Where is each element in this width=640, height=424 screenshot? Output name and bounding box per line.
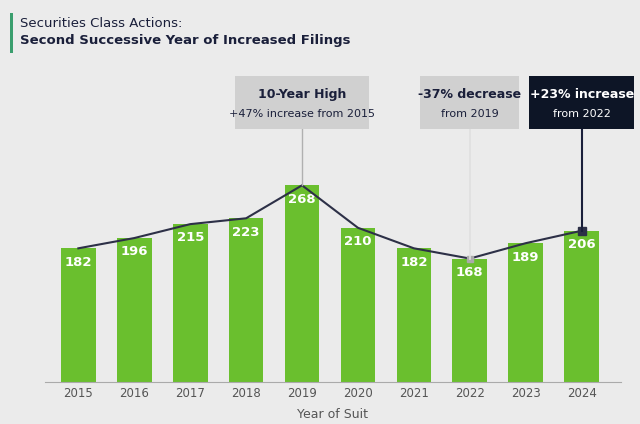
Text: 210: 210 — [344, 235, 372, 248]
Text: from 2019: from 2019 — [441, 109, 499, 120]
Text: Securities Class Actions:: Securities Class Actions: — [20, 17, 183, 30]
Bar — [117, 238, 152, 382]
Bar — [173, 224, 207, 382]
Text: 10-Year High: 10-Year High — [258, 88, 346, 101]
Bar — [452, 259, 487, 382]
Text: +23% increase: +23% increase — [529, 88, 634, 101]
Text: 182: 182 — [65, 256, 92, 269]
Text: 196: 196 — [120, 245, 148, 258]
Text: 206: 206 — [568, 238, 595, 251]
Bar — [508, 243, 543, 382]
Text: from 2022: from 2022 — [553, 109, 611, 120]
Bar — [285, 185, 319, 382]
Text: 168: 168 — [456, 266, 484, 279]
Text: 223: 223 — [232, 226, 260, 239]
Bar — [564, 231, 599, 382]
Text: +47% increase from 2015: +47% increase from 2015 — [229, 109, 375, 120]
Text: 268: 268 — [288, 192, 316, 206]
Bar — [61, 248, 96, 382]
Text: 189: 189 — [512, 251, 540, 263]
Bar — [397, 248, 431, 382]
Text: Second Successive Year of Increased Filings: Second Successive Year of Increased Fili… — [20, 34, 351, 47]
Text: -37% decrease: -37% decrease — [419, 88, 522, 101]
X-axis label: Year of Suit: Year of Suit — [298, 408, 368, 421]
Text: 182: 182 — [400, 256, 428, 269]
Text: 215: 215 — [177, 232, 204, 245]
Bar — [228, 218, 264, 382]
Bar — [340, 228, 375, 382]
